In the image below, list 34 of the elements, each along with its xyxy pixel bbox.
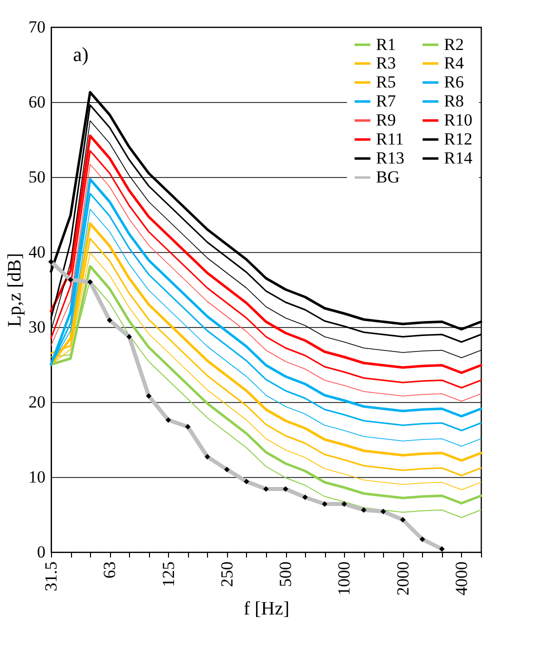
legend-label: R14 (444, 148, 473, 168)
x-tick-label: 2000 (393, 562, 412, 596)
legend-label: R1 (376, 34, 396, 54)
legend-label: R7 (376, 92, 396, 110)
y-tick-label: 30 (28, 318, 46, 336)
annotation: a) (73, 44, 89, 66)
x-tick-label: 31.5 (42, 562, 60, 592)
legend-label: R11 (376, 130, 404, 148)
y-tick-label: 70 (28, 18, 46, 36)
legend-label: BG (376, 168, 400, 186)
x-tick-label: 63 (100, 562, 120, 578)
x-tick-label: 500 (276, 562, 296, 587)
y-tick-label: 60 (28, 92, 46, 112)
y-tick-label: 0 (37, 542, 46, 562)
legend-label: R3 (376, 54, 396, 72)
legend-label: R5 (376, 72, 396, 92)
y-tick-label: 10 (28, 468, 46, 486)
y-tick-label: 40 (28, 242, 46, 262)
legend-label: R13 (376, 148, 404, 168)
legend-label: R2 (444, 34, 464, 54)
y-tick-label: 20 (28, 392, 46, 412)
x-tick-label: 125 (158, 562, 178, 587)
legend-label: R12 (444, 130, 472, 148)
x-tick-label: 4000 (452, 562, 471, 596)
y-tick-label: 50 (28, 168, 46, 186)
legend-label: R9 (376, 110, 396, 130)
legend-label: R6 (444, 72, 464, 92)
legend-label: R10 (444, 110, 472, 130)
y-axis-title: Lp,z [dB] (4, 253, 26, 327)
x-tick-label: 1000 (334, 562, 354, 596)
legend-label: R8 (444, 92, 464, 110)
x-tick-label: 250 (217, 562, 236, 587)
x-axis-title: f [Hz] (244, 598, 290, 620)
legend-label: R4 (444, 54, 464, 72)
